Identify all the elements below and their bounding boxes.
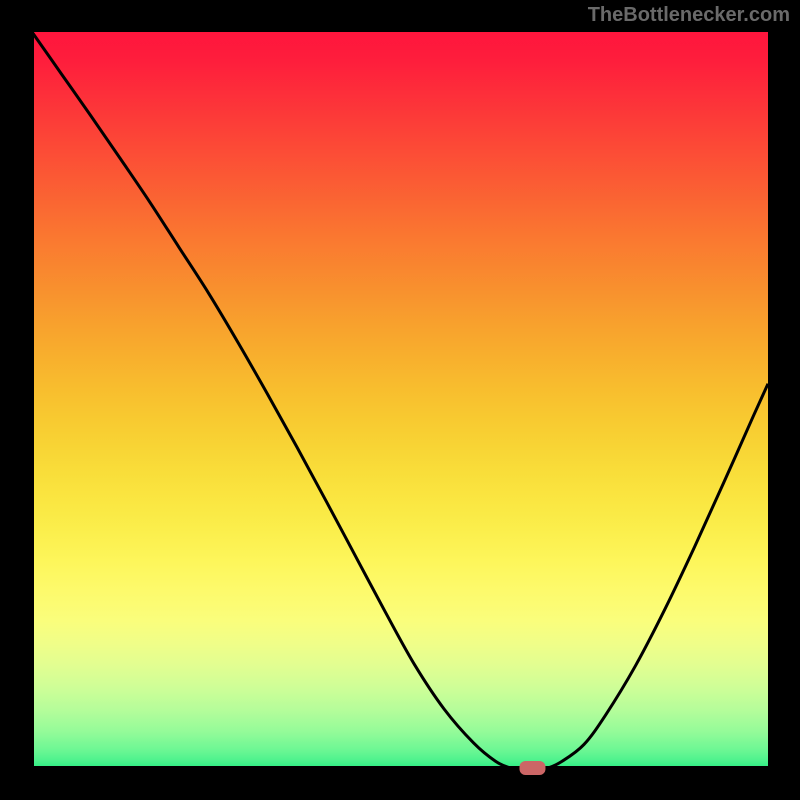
chart-svg <box>0 0 800 800</box>
optimal-marker <box>519 761 545 775</box>
bottleneck-chart: TheBottlenecker.com <box>0 0 800 800</box>
watermark-text: TheBottlenecker.com <box>588 4 790 27</box>
plot-background-gradient <box>32 32 768 768</box>
